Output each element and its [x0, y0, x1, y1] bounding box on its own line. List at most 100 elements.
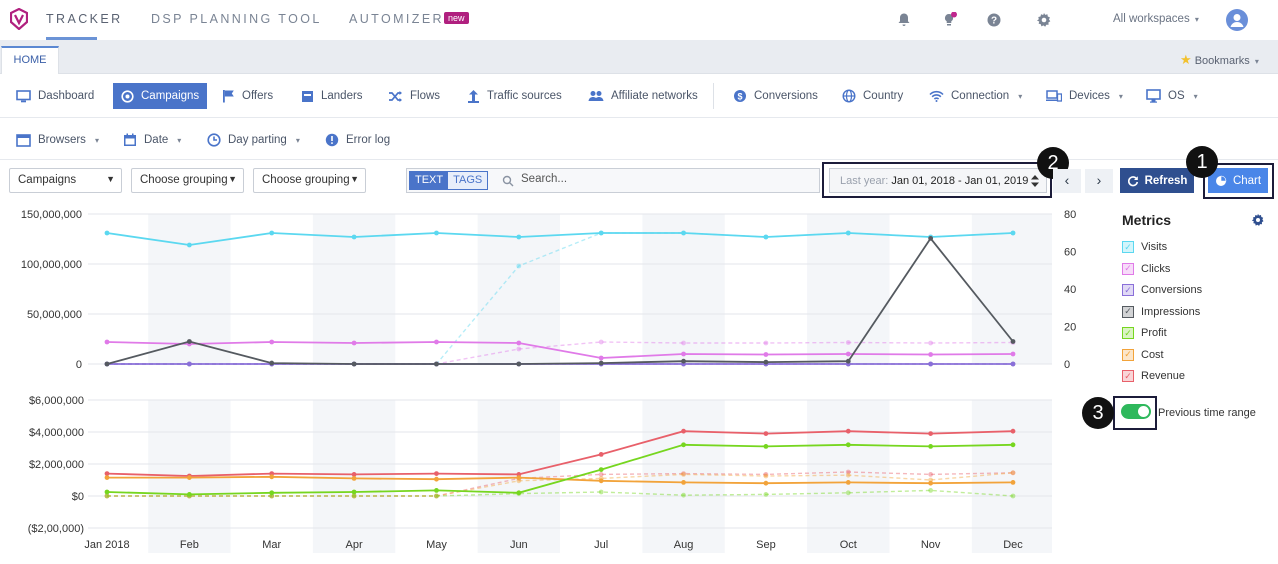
- workspaces-dropdown[interactable]: All workspaces ▾: [1113, 13, 1199, 25]
- menu-dashboard[interactable]: Dashboard: [16, 83, 94, 109]
- help-icon[interactable]: ?: [986, 12, 1002, 28]
- data-point-revenue: [434, 471, 439, 476]
- data-point-revenue: [351, 472, 357, 477]
- date-range-picker[interactable]: Last year: Jan 01, 2018 - Jan 01, 2019: [829, 168, 1047, 193]
- refresh-button[interactable]: Refresh: [1120, 168, 1194, 193]
- menu-error-log[interactable]: Error log: [325, 127, 390, 153]
- data-point-cost: [351, 476, 357, 481]
- previous-data-point-revenue: [598, 472, 604, 477]
- previous-data-point-profit: [845, 490, 851, 496]
- dollar-icon: $: [734, 90, 746, 102]
- metrics-settings-gear-icon[interactable]: [1251, 213, 1265, 227]
- chart-button[interactable]: Chart: [1208, 168, 1268, 193]
- menu-connection[interactable]: Connection ▾: [929, 83, 1022, 109]
- legend-item-conversions[interactable]: ✓ Conversions: [1122, 284, 1202, 296]
- nav-tracker[interactable]: TRACKER: [46, 12, 123, 26]
- data-point-impressions: [351, 361, 357, 367]
- legend-item-profit[interactable]: ✓ Profit: [1122, 327, 1167, 339]
- data-point-cost: [516, 475, 522, 480]
- data-point-conversions: [1010, 361, 1016, 367]
- legend-label: Impressions: [1141, 305, 1201, 318]
- legend-item-cost[interactable]: ✓ Cost: [1122, 348, 1164, 361]
- active-nav-underline: [46, 37, 97, 40]
- menu-label: Flows: [410, 90, 441, 102]
- gear-icon[interactable]: [1036, 12, 1052, 28]
- grouping-select-1[interactable]: Choose grouping ▼: [131, 168, 244, 193]
- data-point-profit: [763, 444, 769, 449]
- legend-item-revenue[interactable]: ✓ Revenue: [1122, 370, 1185, 382]
- bell-icon[interactable]: [896, 12, 912, 28]
- month-band: [971, 400, 1052, 553]
- previous-period-button[interactable]: ‹: [1053, 169, 1081, 193]
- tab-home[interactable]: HOME: [1, 46, 59, 74]
- legend-item-visits[interactable]: ✓ Visits: [1122, 241, 1167, 253]
- data-point-profit: [845, 442, 851, 448]
- previous-time-range-toggle[interactable]: [1121, 404, 1151, 419]
- menu-label: Traffic sources: [487, 90, 562, 102]
- previous-data-point-profit: [928, 488, 934, 493]
- text-mode-button[interactable]: TEXT: [410, 172, 449, 189]
- menu-label: Country: [863, 90, 904, 102]
- x-tick-label: Apr: [346, 539, 363, 551]
- menu-offers[interactable]: Offers: [222, 83, 273, 109]
- data-point-impressions: [598, 360, 604, 366]
- previous-data-point-revenue: [1010, 470, 1016, 476]
- lightbulb-icon[interactable]: [941, 12, 957, 28]
- x-tick-label: Feb: [180, 539, 199, 551]
- menu-traffic-sources[interactable]: Traffic sources: [467, 83, 562, 109]
- data-point-impressions: [928, 235, 934, 241]
- menu-os[interactable]: OS ▾: [1146, 83, 1198, 109]
- bookmarks-dropdown[interactable]: ★ Bookmarks ▾: [1180, 52, 1259, 67]
- logo-icon[interactable]: [10, 8, 28, 30]
- menu-day-parting[interactable]: Day parting ▾: [207, 127, 300, 153]
- menu-conversions[interactable]: $ Conversions: [733, 83, 818, 109]
- series-line-revenue: [106, 430, 1014, 477]
- previous-data-point-profit: [434, 493, 439, 499]
- data-point-clicks: [598, 355, 604, 361]
- data-point-clicks: [928, 352, 934, 357]
- user-avatar[interactable]: [1226, 9, 1248, 31]
- menu-affiliate-networks[interactable]: Affiliate networks: [588, 83, 698, 109]
- menu-flows[interactable]: Flows: [388, 83, 440, 109]
- data-point-clicks: [269, 339, 275, 345]
- nav-automizer[interactable]: AUTOMIZER: [349, 12, 444, 26]
- y-tick-left: 150,000,000: [21, 209, 82, 221]
- divider: [0, 117, 1278, 118]
- grouping-select-2[interactable]: Choose grouping ▼: [253, 168, 366, 193]
- data-point-impressions: [516, 361, 522, 367]
- data-point-clicks: [681, 351, 686, 357]
- next-period-button[interactable]: ›: [1085, 169, 1113, 193]
- nav-dsp-planning-tool[interactable]: DSP PLANNING TOOL: [151, 12, 322, 26]
- tags-mode-button[interactable]: TAGS: [448, 172, 488, 189]
- previous-data-point-clicks: [928, 340, 934, 346]
- callout-highlight-2: [822, 162, 1052, 198]
- callout-badge-1: 1: [1186, 146, 1218, 178]
- data-point-visits: [516, 234, 522, 240]
- menu-date[interactable]: Date ▾: [123, 127, 181, 153]
- data-point-impressions: [1010, 339, 1016, 344]
- y-tick-right: 60: [1064, 247, 1076, 259]
- menu-browsers[interactable]: Browsers ▾: [16, 127, 99, 153]
- series-line-impressions: [106, 236, 1014, 365]
- menu-landers[interactable]: Landers: [301, 83, 363, 109]
- menu-campaigns[interactable]: Campaigns: [113, 83, 208, 109]
- data-point-visits: [186, 242, 192, 248]
- data-point-cost: [598, 478, 604, 484]
- callout-highlight-1: [1203, 163, 1274, 199]
- x-tick-label: Jul: [594, 539, 608, 551]
- previous-data-point-clicks: [598, 339, 604, 345]
- entity-select[interactable]: Campaigns ▼: [9, 168, 122, 193]
- legend-item-clicks[interactable]: ✓ Clicks: [1122, 262, 1170, 275]
- search-input[interactable]: [521, 173, 811, 185]
- data-point-visits: [434, 230, 439, 236]
- legend-item-impressions[interactable]: ✓ Impressions: [1122, 305, 1201, 318]
- menu-label: Connection: [951, 90, 1010, 102]
- x-tick-label: Nov: [921, 539, 941, 551]
- previous-data-point-cost: [681, 472, 686, 477]
- menu-devices[interactable]: Devices ▾: [1046, 83, 1123, 109]
- menu-country[interactable]: Country: [842, 83, 903, 109]
- wifi-icon: [929, 90, 944, 102]
- refresh-label: Refresh: [1144, 174, 1188, 187]
- legend-label: Cost: [1141, 348, 1164, 361]
- menu-label: Error log: [346, 134, 391, 146]
